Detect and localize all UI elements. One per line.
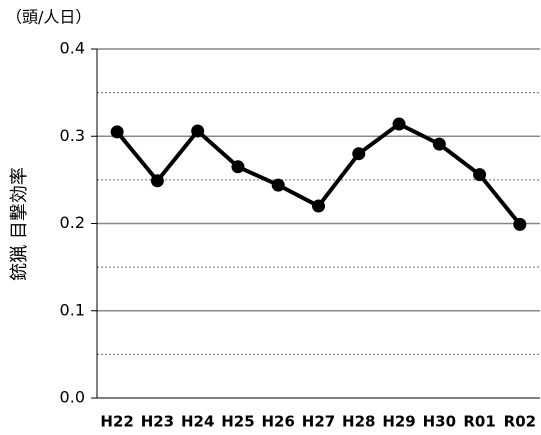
unit-label: （頭/人日） <box>6 8 91 27</box>
point <box>312 199 325 213</box>
x-tick-label: H24 <box>181 413 214 431</box>
point <box>473 168 487 182</box>
point <box>392 117 406 131</box>
x-tick-label: H29 <box>382 413 415 431</box>
y-tick-label: 0.4 <box>60 39 85 58</box>
point <box>352 147 366 161</box>
x-tick-label: R02 <box>504 413 536 431</box>
x-tick-label: H22 <box>100 413 133 431</box>
point <box>191 124 205 138</box>
x-tick-label: H30 <box>423 413 456 431</box>
y-tick-label: 0.3 <box>60 126 85 145</box>
y-tick-label: 0.1 <box>60 300 85 319</box>
point <box>432 137 446 151</box>
x-tick-label: R01 <box>463 413 495 431</box>
point <box>271 178 285 192</box>
x-tick-label: H23 <box>141 413 174 431</box>
point <box>513 217 527 231</box>
point <box>231 160 245 174</box>
y-tick-label: 0.2 <box>60 213 85 232</box>
x-tick-label: H26 <box>262 413 295 431</box>
y-tick-label: 0.0 <box>60 388 85 407</box>
x-tick-label: H28 <box>342 413 375 431</box>
point <box>150 174 164 188</box>
x-tick-label: H25 <box>221 413 254 431</box>
point <box>110 125 124 139</box>
y-axis-title: 銃猟 目撃効率 <box>9 167 30 281</box>
x-tick-label: H27 <box>302 413 335 431</box>
